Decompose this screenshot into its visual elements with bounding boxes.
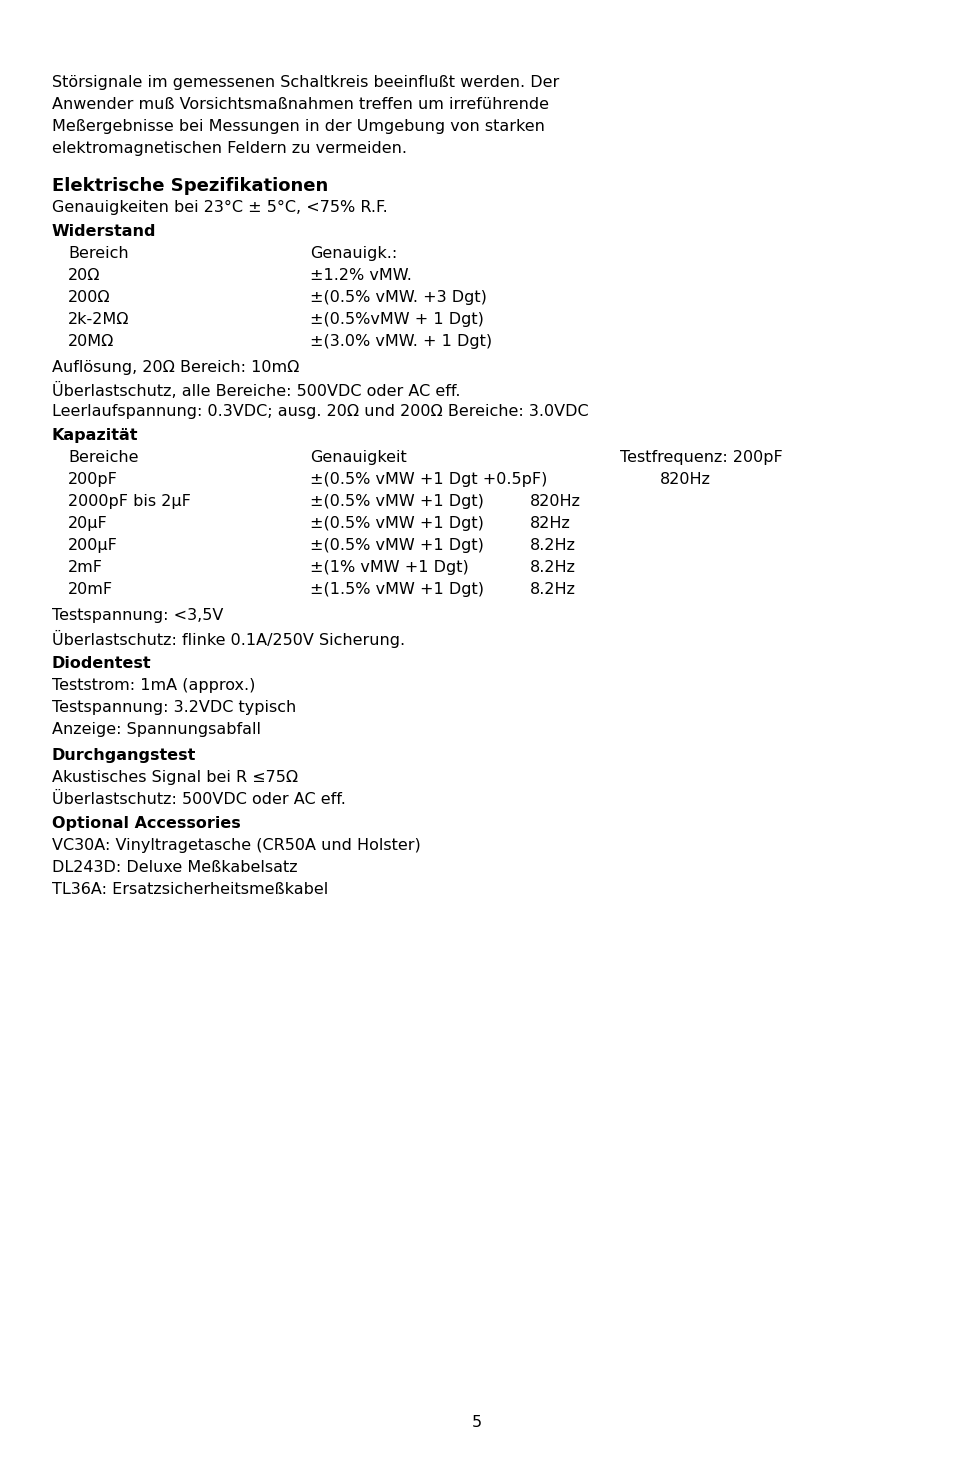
Text: Kapazität: Kapazität	[52, 427, 138, 444]
Text: Bereich: Bereich	[68, 245, 129, 261]
Text: ±(0.5% vMW +1 Dgt): ±(0.5% vMW +1 Dgt)	[310, 494, 483, 508]
Text: ±(0.5% vMW +1 Dgt): ±(0.5% vMW +1 Dgt)	[310, 516, 483, 530]
Text: 5: 5	[472, 1415, 481, 1429]
Text: 8.2Hz: 8.2Hz	[530, 582, 576, 596]
Text: 20µF: 20µF	[68, 516, 108, 530]
Text: Elektrische Spezifikationen: Elektrische Spezifikationen	[52, 176, 328, 195]
Text: ±(0.5%vMW + 1 Dgt): ±(0.5%vMW + 1 Dgt)	[310, 311, 483, 328]
Text: Anwender muß Vorsichtsmaßnahmen treffen um irreführende: Anwender muß Vorsichtsmaßnahmen treffen …	[52, 97, 548, 112]
Text: Durchgangstest: Durchgangstest	[52, 748, 196, 762]
Text: 2k-2MΩ: 2k-2MΩ	[68, 311, 130, 328]
Text: Überlastschutz: flinke 0.1A/250V Sicherung.: Überlastschutz: flinke 0.1A/250V Sicheru…	[52, 630, 405, 648]
Text: Testspannung: <3,5V: Testspannung: <3,5V	[52, 608, 223, 623]
Text: ±(0.5% vMW +1 Dgt +0.5pF): ±(0.5% vMW +1 Dgt +0.5pF)	[310, 472, 547, 488]
Text: ±(0.5% vMW +1 Dgt): ±(0.5% vMW +1 Dgt)	[310, 538, 483, 552]
Text: ±(3.0% vMW. + 1 Dgt): ±(3.0% vMW. + 1 Dgt)	[310, 333, 492, 350]
Text: 8.2Hz: 8.2Hz	[530, 560, 576, 574]
Text: ±(1% vMW +1 Dgt): ±(1% vMW +1 Dgt)	[310, 560, 468, 574]
Text: Genauigk.:: Genauigk.:	[310, 245, 396, 261]
Text: 82Hz: 82Hz	[530, 516, 570, 530]
Text: 820Hz: 820Hz	[530, 494, 580, 508]
Text: ±(0.5% vMW. +3 Dgt): ±(0.5% vMW. +3 Dgt)	[310, 289, 486, 306]
Text: Meßergebnisse bei Messungen in der Umgebung von starken: Meßergebnisse bei Messungen in der Umgeb…	[52, 119, 544, 134]
Text: Akustisches Signal bei R ≤75Ω: Akustisches Signal bei R ≤75Ω	[52, 770, 297, 784]
Text: ±1.2% vMW.: ±1.2% vMW.	[310, 267, 412, 284]
Text: Störsignale im gemessenen Schaltkreis beeinflußt werden. Der: Störsignale im gemessenen Schaltkreis be…	[52, 75, 558, 90]
Text: 8.2Hz: 8.2Hz	[530, 538, 576, 552]
Text: Leerlaufspannung: 0.3VDC; ausg. 20Ω und 200Ω Bereiche: 3.0VDC: Leerlaufspannung: 0.3VDC; ausg. 20Ω und …	[52, 404, 588, 419]
Text: 2000pF bis 2µF: 2000pF bis 2µF	[68, 494, 191, 508]
Text: 20Ω: 20Ω	[68, 267, 100, 284]
Text: Genauigkeit: Genauigkeit	[310, 450, 406, 466]
Text: Testfrequenz: 200pF: Testfrequenz: 200pF	[619, 450, 781, 466]
Text: ±(1.5% vMW +1 Dgt): ±(1.5% vMW +1 Dgt)	[310, 582, 483, 596]
Text: 200Ω: 200Ω	[68, 289, 111, 306]
Text: Widerstand: Widerstand	[52, 223, 156, 239]
Text: 20mF: 20mF	[68, 582, 113, 596]
Text: DL243D: Deluxe Meßkabelsatz: DL243D: Deluxe Meßkabelsatz	[52, 859, 297, 876]
Text: Anzeige: Spannungsabfall: Anzeige: Spannungsabfall	[52, 721, 261, 737]
Text: 20MΩ: 20MΩ	[68, 333, 114, 350]
Text: Überlastschutz: 500VDC oder AC eff.: Überlastschutz: 500VDC oder AC eff.	[52, 792, 346, 806]
Text: VC30A: Vinyltragetasche (CR50A und Holster): VC30A: Vinyltragetasche (CR50A und Holst…	[52, 837, 420, 853]
Text: 820Hz: 820Hz	[659, 472, 710, 488]
Text: 200µF: 200µF	[68, 538, 118, 552]
Text: 2mF: 2mF	[68, 560, 103, 574]
Text: Auflösung, 20Ω Bereich: 10mΩ: Auflösung, 20Ω Bereich: 10mΩ	[52, 360, 299, 375]
Text: Optional Accessories: Optional Accessories	[52, 815, 240, 831]
Text: elektromagnetischen Feldern zu vermeiden.: elektromagnetischen Feldern zu vermeiden…	[52, 141, 407, 156]
Text: Teststrom: 1mA (approx.): Teststrom: 1mA (approx.)	[52, 679, 255, 693]
Text: Testspannung: 3.2VDC typisch: Testspannung: 3.2VDC typisch	[52, 701, 296, 715]
Text: Überlastschutz, alle Bereiche: 500VDC oder AC eff.: Überlastschutz, alle Bereiche: 500VDC od…	[52, 382, 460, 400]
Text: Diodentest: Diodentest	[52, 657, 152, 671]
Text: Genauigkeiten bei 23°C ± 5°C, <75% R.F.: Genauigkeiten bei 23°C ± 5°C, <75% R.F.	[52, 200, 387, 214]
Text: 200pF: 200pF	[68, 472, 118, 488]
Text: TL36A: Ersatzsicherheitsmeßkabel: TL36A: Ersatzsicherheitsmeßkabel	[52, 881, 328, 898]
Text: Bereiche: Bereiche	[68, 450, 138, 466]
